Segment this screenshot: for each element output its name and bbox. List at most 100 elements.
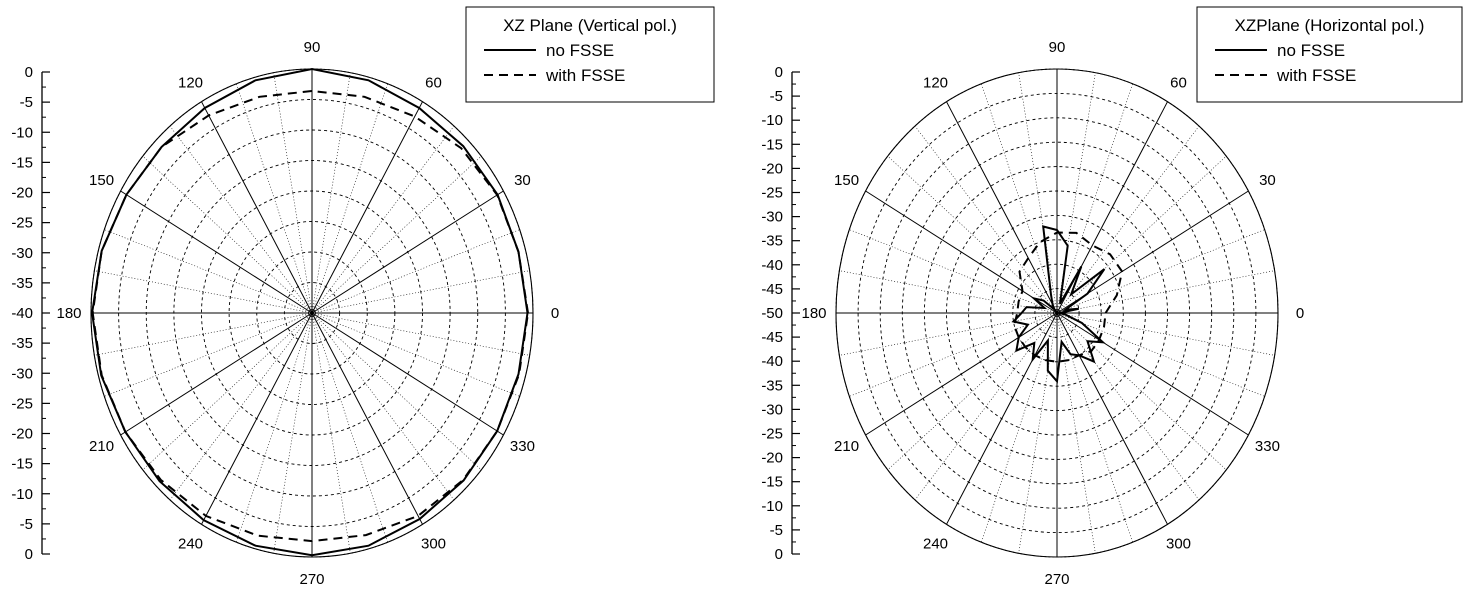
- chart-2: 0 30 60 90 120 150 180 210 240 270 300 330 0 -5 -10 -15…: [761, 6, 1463, 588]
- legend-entry: with FSSE: [1276, 66, 1356, 85]
- minor-spoke: [1056, 312, 1133, 543]
- minor-spoke: [914, 125, 1058, 314]
- minor-spoke: [169, 125, 313, 314]
- angle-tick-label: 90: [1049, 39, 1066, 56]
- angle-tick-label: 0: [551, 305, 559, 322]
- radial-tick-label: -10: [11, 124, 33, 141]
- minor-spoke: [1056, 83, 1133, 314]
- minor-spoke: [981, 83, 1058, 314]
- legend: XZPlane (Horizontal pol.) no FSSE with FSS…: [1196, 6, 1463, 103]
- radial-tick-label: -25: [761, 426, 783, 443]
- radial-tick-label: -45: [761, 329, 783, 346]
- legend-title: XZ Plane (Vertical pol.): [503, 16, 677, 35]
- angle-tick-label: 240: [178, 535, 203, 552]
- minor-spoke: [839, 270, 1058, 314]
- minor-spoke: [311, 312, 530, 356]
- minor-spoke: [839, 312, 1058, 356]
- minor-spoke: [311, 83, 388, 314]
- radial-tick-label: -25: [11, 215, 33, 232]
- angle-tick-label: 30: [1259, 172, 1276, 189]
- minor-spoke: [311, 312, 520, 397]
- minor-spoke: [887, 312, 1058, 471]
- angle-tick-label: 120: [178, 75, 203, 92]
- series-with-fsse: [91, 89, 529, 543]
- series-with-fsse: [1013, 231, 1124, 363]
- minor-spoke: [981, 312, 1058, 543]
- minor-spoke: [311, 125, 455, 314]
- minor-spoke: [1056, 270, 1275, 314]
- radial-tick-label: 0: [775, 546, 783, 563]
- minor-spoke: [1056, 312, 1200, 501]
- radial-tick-label: -15: [11, 154, 33, 171]
- minor-spoke: [104, 312, 313, 397]
- major-spoke: [1056, 312, 1168, 525]
- radial-tick-label: -20: [11, 426, 33, 443]
- angle-tick-label: 150: [834, 172, 859, 189]
- major-spoke: [311, 312, 504, 436]
- angle-tick-label: 270: [1044, 571, 1069, 588]
- major-spoke: [311, 190, 504, 314]
- radial-tick-label: -15: [11, 456, 33, 473]
- angle-tick-label: 0: [1296, 305, 1304, 322]
- angle-tick-label: 60: [425, 75, 442, 92]
- minor-spoke: [94, 312, 313, 356]
- radial-tick-label: -10: [761, 112, 783, 129]
- minor-spoke: [311, 229, 520, 314]
- chart-1: 0 30 60 90 120 150 180 210 240 270 300 330 0 -5 -10 -15…: [11, 6, 715, 588]
- minor-spoke: [142, 312, 313, 471]
- legend-entry: no FSSE: [546, 41, 614, 60]
- radial-tick-label: -10: [11, 486, 33, 503]
- radial-tick-label: -5: [20, 516, 33, 533]
- minor-spoke: [1056, 312, 1227, 471]
- angle-tick-label: 210: [834, 438, 859, 455]
- legend: XZ Plane (Vertical pol.) no FSSE with FSSE: [465, 6, 715, 103]
- legend-title: XZPlane (Horizontal pol.): [1235, 16, 1425, 35]
- minor-spoke: [236, 83, 313, 314]
- legend-box: [465, 6, 715, 103]
- minor-spoke: [1056, 312, 1275, 356]
- minor-spoke: [311, 312, 482, 471]
- legend-entry: with FSSE: [545, 66, 625, 85]
- radial-tick-label: -35: [761, 377, 783, 394]
- radial-tick-label: 0: [775, 64, 783, 81]
- radial-tick-label: -5: [20, 94, 33, 111]
- minor-spoke: [94, 270, 313, 314]
- radial-tick-label: -25: [11, 395, 33, 412]
- radial-tick-label: -30: [761, 209, 783, 226]
- minor-spoke: [104, 229, 313, 314]
- minor-spoke: [1056, 229, 1265, 314]
- angle-tick-label: 150: [89, 172, 114, 189]
- major-spoke: [311, 312, 423, 525]
- angle-tick-label: 330: [510, 438, 535, 455]
- angle-tick-label: 210: [89, 438, 114, 455]
- radial-tick-label: -30: [11, 365, 33, 382]
- minor-spoke: [169, 312, 313, 501]
- minor-spoke: [1056, 125, 1200, 314]
- minor-spoke: [1056, 312, 1265, 397]
- radial-tick-label: -25: [761, 185, 783, 202]
- major-spoke: [120, 190, 313, 314]
- radial-tick-label: -15: [761, 136, 783, 153]
- angle-tick-label: 180: [801, 305, 826, 322]
- angle-tick-label: 330: [1255, 438, 1280, 455]
- major-spoke: [946, 101, 1058, 314]
- major-spoke: [865, 312, 1058, 436]
- angle-tick-label: 240: [923, 535, 948, 552]
- minor-spoke: [311, 312, 388, 543]
- radial-tick-label: -40: [761, 353, 783, 370]
- radial-tick-label: -30: [11, 245, 33, 262]
- radial-tick-label: -5: [770, 522, 783, 539]
- minor-spoke: [849, 312, 1058, 397]
- major-spoke: [120, 312, 313, 436]
- radial-tick-label: -20: [761, 450, 783, 467]
- minor-spoke: [236, 312, 313, 543]
- series-no-fsse: [1011, 225, 1106, 384]
- radial-tick-label: -35: [761, 233, 783, 250]
- angle-tick-label: 300: [421, 535, 446, 552]
- radial-tick-label: -5: [770, 88, 783, 105]
- angle-tick-label: 270: [299, 571, 324, 588]
- major-spoke: [946, 312, 1058, 525]
- radial-tick-label: -50: [761, 305, 783, 322]
- major-spoke: [311, 101, 423, 314]
